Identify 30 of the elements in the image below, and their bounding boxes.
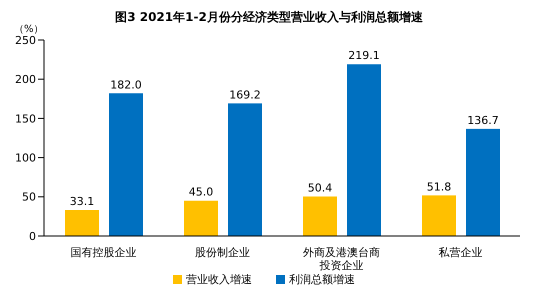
bar (347, 64, 381, 236)
bar (65, 210, 99, 236)
legend-label: 利润总额增速 (288, 272, 355, 287)
data-label: 45.0 (188, 186, 214, 199)
data-label: 182.0 (110, 78, 142, 92)
y-tick-label: 50 (22, 190, 36, 204)
data-label: 169.2 (229, 88, 261, 102)
y-tick-label: 250 (15, 34, 36, 47)
x-tick-label: 私营企业 (438, 246, 482, 259)
x-tick-label: 股份制企业 (195, 246, 250, 259)
data-label: 219.1 (348, 49, 380, 62)
y-axis-title: （%） (14, 23, 44, 36)
y-tick-label: 100 (15, 152, 36, 165)
y-tick-label: 0 (29, 230, 36, 243)
x-tick-label: 外商及港澳台商投资企业 (303, 246, 380, 272)
bar (228, 103, 262, 236)
legend-label: 营业收入增速 (185, 272, 252, 287)
data-label: 51.8 (426, 180, 452, 194)
y-tick-label: 200 (15, 73, 36, 86)
data-label: 136.7 (467, 114, 499, 127)
chart-title: 图3 2021年1-2月份分经济类型营业收入与利润总额增速 (115, 10, 423, 24)
bar (184, 200, 218, 236)
bar (303, 196, 337, 236)
bar (422, 195, 456, 236)
y-tick-label: 150 (15, 112, 36, 126)
bar (109, 93, 143, 236)
bar (466, 128, 500, 236)
data-label: 50.4 (308, 181, 332, 194)
data-label: 33.1 (70, 195, 94, 208)
x-tick-label: 国有控股企业 (70, 246, 136, 259)
